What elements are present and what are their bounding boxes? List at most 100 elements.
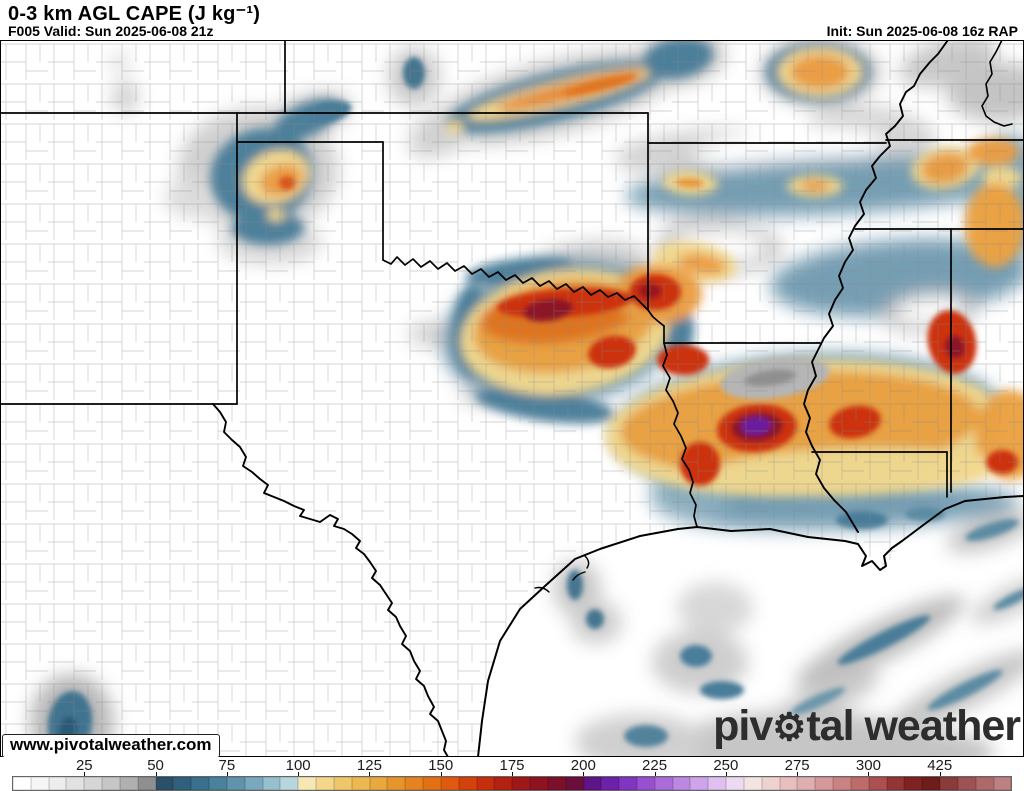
init-time-label: Init: Sun 2025-06-08 16z RAP <box>826 23 1018 39</box>
colorbar-swatch <box>137 777 156 790</box>
colorbar-swatch <box>440 777 459 790</box>
gulf-coastline <box>477 495 1024 757</box>
colorbar-tick-label: 100 <box>285 757 311 774</box>
colorbar-swatch <box>458 777 477 790</box>
colorbar-swatch <box>743 777 762 790</box>
rio-grande-river <box>212 403 449 757</box>
colorbar-swatch <box>850 777 869 790</box>
colorbar-swatch <box>797 777 816 790</box>
watermark: www.pivotalweather.com <box>2 734 220 758</box>
valid-time-label: F005 Valid: Sun 2025-06-08 21z <box>8 23 214 39</box>
colorbar-swatch <box>102 777 120 790</box>
colorbar-tick-label: 250 <box>713 757 739 774</box>
colorbar-swatch <box>833 777 851 790</box>
colorbar-swatch <box>423 777 441 790</box>
logo-text-pre: piv <box>713 702 773 750</box>
colorbar-swatch <box>405 777 424 790</box>
colorbar-tick-label: 125 <box>356 757 382 774</box>
colorbar-swatches <box>12 776 1012 791</box>
colorbar-swatch <box>957 777 976 790</box>
colorbar-swatch <box>476 777 495 790</box>
logo-text-post: tal weather <box>806 702 1021 750</box>
colorbar-tick <box>155 772 157 777</box>
cape-map-svg <box>0 40 1024 757</box>
colorbar-swatch <box>565 777 584 790</box>
colorbar-tick-label: 200 <box>570 757 596 774</box>
colorbar-tick-label: 25 <box>75 757 93 774</box>
colorbar-labels: 25 50 75 100 125 150 175 200 225 250 275 300 425 <box>13 757 1011 777</box>
colorbar-swatch <box>84 777 103 790</box>
gear-icon: ⚙ <box>772 707 807 749</box>
colorbar-swatch <box>333 777 352 790</box>
colorbar-tick <box>939 772 941 777</box>
colorbar-swatch <box>904 777 923 790</box>
county-lines <box>0 40 1024 757</box>
colorbar-swatch <box>690 777 709 790</box>
colorbar-tick <box>654 772 656 777</box>
colorbar-tick <box>583 772 585 777</box>
colorbar-swatch <box>173 777 192 790</box>
colorbar-swatch <box>636 777 655 790</box>
colorbar-swatch <box>244 777 263 790</box>
colorbar-swatch <box>280 777 299 790</box>
colorbar-tick <box>725 772 727 777</box>
colorbar-swatch <box>530 777 548 790</box>
colorbar-swatch <box>601 777 620 790</box>
colorbar-tick-label: 425 <box>927 757 953 774</box>
colorbar-swatch <box>886 777 905 790</box>
colorbar-swatch <box>940 777 958 790</box>
colorbar-tick <box>84 772 86 777</box>
colorbar-swatch <box>298 777 317 790</box>
colorbar-swatch <box>209 777 227 790</box>
colorbar-swatch <box>975 777 994 790</box>
colorbar-swatch <box>654 777 673 790</box>
colorbar-swatch <box>512 777 531 790</box>
colorbar-swatch <box>619 777 637 790</box>
colorbar-swatch <box>779 777 798 790</box>
colorbar-tick <box>226 772 228 777</box>
colorbar-swatch <box>66 777 85 790</box>
colorbar-swatch <box>48 777 67 790</box>
colorbar-swatch <box>155 777 174 790</box>
colorbar-tick <box>797 772 799 777</box>
colorbar-tick-label: 300 <box>855 757 881 774</box>
colorbar-tick <box>440 772 442 777</box>
cape-map: www.pivotalweather.com piv⚙tal weather <box>0 40 1024 758</box>
colorbar-swatch <box>672 777 691 790</box>
colorbar-swatch <box>708 777 727 790</box>
colorbar-tick <box>298 772 300 777</box>
colorbar-swatch <box>547 777 566 790</box>
state-borders <box>0 40 1024 757</box>
colorbar-swatch <box>387 777 406 790</box>
colorbar-tick <box>369 772 371 777</box>
colorbar-swatch <box>316 777 334 790</box>
colorbar-swatch <box>13 777 31 790</box>
colorbar-tick-label: 150 <box>428 757 454 774</box>
colorbar-swatch <box>119 777 138 790</box>
colorbar-swatch <box>262 777 281 790</box>
header: 0-3 km AGL CAPE (J kg⁻¹) F005 Valid: Sun… <box>0 0 1024 40</box>
colorbar-tick-label: 75 <box>218 757 236 774</box>
colorbar-swatch <box>494 777 513 790</box>
colorbar-swatch <box>761 777 780 790</box>
colorbar-swatch <box>369 777 388 790</box>
colorbar-swatch <box>868 777 887 790</box>
colorbar-tick <box>868 772 870 777</box>
tennessee-river <box>981 40 1013 127</box>
pivotal-weather-logo: piv⚙tal weather <box>713 702 1021 751</box>
colorbar-swatch <box>922 777 941 790</box>
colorbar-swatch <box>30 777 49 790</box>
colorbar-tick-label: 50 <box>147 757 164 774</box>
colorbar-swatch <box>226 777 245 790</box>
colorbar-swatch <box>191 777 210 790</box>
colorbar: 25 50 75 100 125 150 175 200 225 250 275 300 425 <box>0 757 1024 791</box>
colorbar-tick-label: 225 <box>642 757 668 774</box>
colorbar-swatch <box>583 777 602 790</box>
colorbar-swatch <box>993 777 1012 790</box>
colorbar-swatch <box>351 777 370 790</box>
colorbar-swatch <box>815 777 834 790</box>
colorbar-tick <box>512 772 513 777</box>
colorbar-tick-label: 175 <box>499 757 525 774</box>
mississippi-river <box>803 40 949 533</box>
